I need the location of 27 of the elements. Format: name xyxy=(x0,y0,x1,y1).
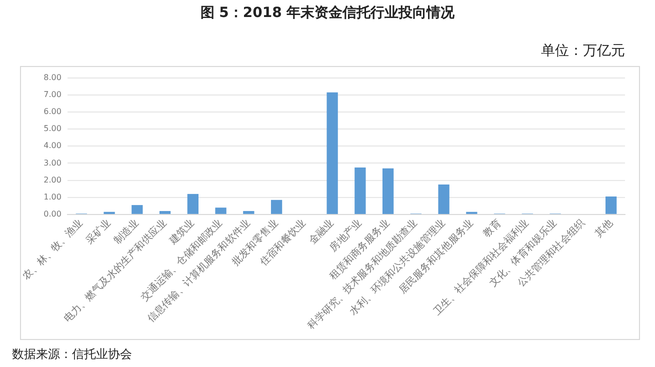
y-tick-label: 8.00 xyxy=(44,72,62,82)
y-tick-label: 4.00 xyxy=(44,141,62,150)
chart-title: 图 5：2018 年末资金信托行业投向情况 xyxy=(199,4,456,22)
bar xyxy=(605,196,617,214)
chart-subtitle: 单位：万亿元 xyxy=(541,42,625,60)
bar xyxy=(354,167,366,214)
bar xyxy=(215,208,226,214)
y-tick-label: 5.00 xyxy=(44,124,62,134)
bar xyxy=(438,184,450,214)
x-tick-label: 教育 xyxy=(480,217,504,240)
bar xyxy=(187,194,198,214)
bar xyxy=(243,211,254,214)
source-note: 数据来源：信托业协会 xyxy=(12,346,132,363)
bar xyxy=(270,200,282,214)
bar xyxy=(382,168,394,214)
y-tick-label: 6.00 xyxy=(44,107,62,116)
x-tick-label: 其他 xyxy=(592,217,616,240)
y-tick-label: 0.00 xyxy=(44,210,62,219)
bar xyxy=(159,211,171,214)
y-tick-label: 7.00 xyxy=(44,90,62,99)
y-tick-label: 1.00 xyxy=(44,192,62,202)
bar xyxy=(132,205,143,214)
y-tick-label: 3.00 xyxy=(44,158,62,168)
x-tick-label: 采矿业 xyxy=(84,217,114,247)
x-tick-label: 农、林、牧、渔业 xyxy=(20,217,86,282)
y-tick-label: 2.00 xyxy=(44,175,62,184)
bar xyxy=(326,92,338,214)
